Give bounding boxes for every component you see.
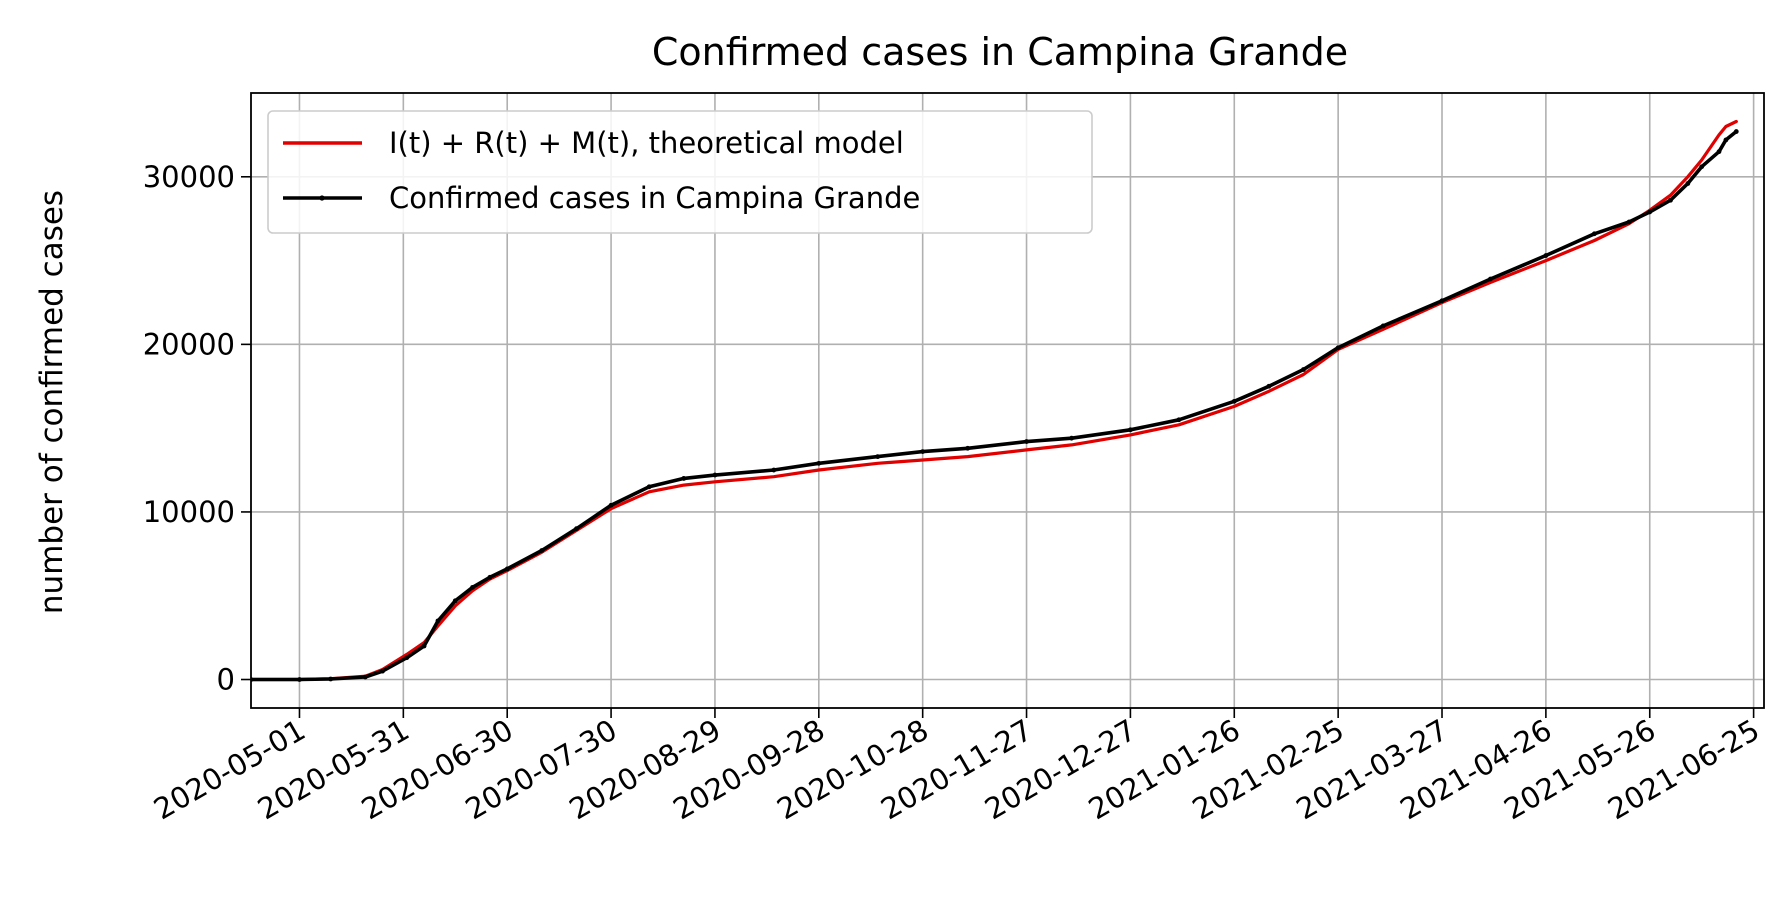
confirmed-data-point bbox=[1024, 439, 1029, 444]
y-tick-label: 30000 bbox=[143, 160, 235, 194]
confirmed-data-point bbox=[1380, 323, 1386, 329]
confirmed-data-point bbox=[1668, 197, 1673, 203]
confirmed-data-point bbox=[1176, 417, 1182, 423]
confirmed-series-line bbox=[251, 129, 1739, 682]
confirmed-data-point bbox=[380, 668, 385, 674]
y-tick-label: 20000 bbox=[143, 327, 235, 361]
confirmed-data-point bbox=[404, 655, 410, 661]
confirmed-data-point bbox=[574, 526, 579, 532]
confirmed-data-point bbox=[1723, 137, 1729, 143]
confirmed-data-point bbox=[504, 566, 510, 572]
confirmed-data-point bbox=[875, 454, 881, 460]
legend-marker bbox=[319, 195, 325, 201]
chart-title: Confirmed cases in Campina Grande bbox=[652, 30, 1348, 74]
confirmed-data-point bbox=[435, 618, 441, 624]
confirmed-data-point bbox=[1069, 435, 1074, 441]
confirmed-data-point bbox=[1335, 345, 1341, 351]
confirmed-data-point bbox=[608, 502, 614, 508]
plot-area bbox=[251, 119, 1739, 682]
y-tick-label: 10000 bbox=[143, 495, 235, 529]
confirmed-data-point bbox=[1685, 181, 1691, 186]
y-tick-label: 0 bbox=[217, 663, 235, 697]
confirmed-data-point bbox=[1716, 149, 1722, 155]
confirmed-data-point bbox=[646, 484, 652, 490]
y-axis: 0 10000 20000 30000 bbox=[143, 160, 251, 697]
confirmed-data-point bbox=[965, 445, 971, 451]
confirmed-data-point bbox=[328, 676, 334, 682]
confirmed-data-point bbox=[1439, 298, 1445, 304]
confirmed-data-point bbox=[1626, 219, 1632, 225]
legend: I(t) + R(t) + M(t), theoretical model Con… bbox=[267, 110, 1093, 234]
confirmed-data-point bbox=[920, 449, 926, 455]
confirmed-data-point bbox=[297, 677, 302, 682]
legend-entry-confirmed-label: Confirmed cases in Campina Grande bbox=[389, 181, 920, 215]
confirmed-data-point bbox=[1543, 253, 1549, 258]
confirmed-data-point bbox=[1488, 276, 1493, 282]
confirmed-data-point bbox=[362, 674, 368, 680]
confirmed-data-point bbox=[816, 460, 822, 466]
confirmed-data-point bbox=[421, 643, 427, 649]
confirmed-data-point bbox=[470, 584, 475, 590]
confirmed-data-point bbox=[1266, 383, 1272, 389]
legend-entry-model-label: I(t) + R(t) + M(t), theoretical model bbox=[389, 126, 904, 160]
model-series-line bbox=[251, 119, 1738, 682]
legend-box bbox=[267, 110, 1093, 234]
confirmed-data-point bbox=[1301, 367, 1306, 372]
confirmed-data-point bbox=[452, 598, 458, 604]
confirmed-data-point bbox=[1591, 231, 1597, 237]
y-axis-label: number of confirmed cases bbox=[34, 190, 70, 614]
plot-frame bbox=[250, 92, 1765, 709]
confirmed-data-point bbox=[712, 472, 718, 478]
confirmed-data-point bbox=[771, 467, 777, 473]
confirmed-data-point bbox=[539, 548, 545, 553]
confirmed-data-point bbox=[487, 574, 493, 580]
confirmed-data-point bbox=[1647, 209, 1653, 215]
confirmed-data-point bbox=[1128, 427, 1133, 433]
confirmed-data-point bbox=[681, 476, 687, 481]
confirmed-data-point bbox=[1733, 129, 1739, 134]
confirmed-data-point bbox=[1231, 398, 1237, 404]
confirmed-data-point bbox=[1699, 164, 1705, 170]
